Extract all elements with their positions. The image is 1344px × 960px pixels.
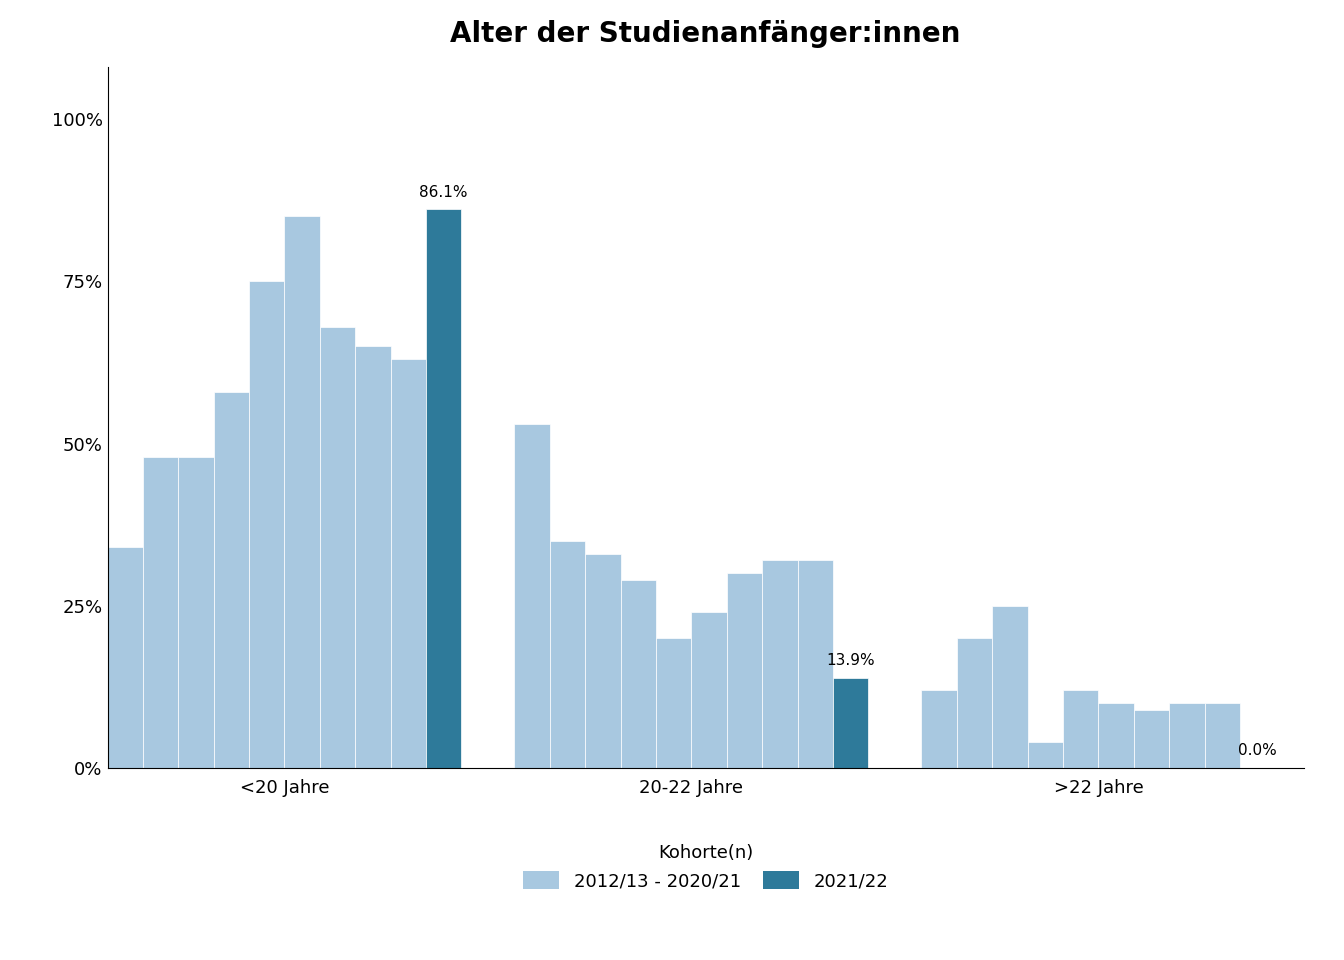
Title: Alter der Studienanfänger:innen: Alter der Studienanfänger:innen: [450, 20, 961, 48]
Bar: [249, 281, 285, 768]
Bar: [355, 347, 391, 768]
Bar: [957, 638, 992, 768]
Bar: [1169, 703, 1204, 768]
Text: 0.0%: 0.0%: [1238, 743, 1277, 758]
Text: 86.1%: 86.1%: [419, 184, 468, 200]
Bar: [391, 359, 426, 768]
Bar: [585, 554, 621, 768]
Bar: [922, 690, 957, 768]
Bar: [1063, 690, 1098, 768]
Bar: [1134, 709, 1169, 768]
Bar: [285, 216, 320, 768]
Bar: [1028, 742, 1063, 768]
Bar: [727, 573, 762, 768]
Bar: [797, 561, 833, 768]
Bar: [320, 326, 355, 768]
Bar: [1098, 703, 1134, 768]
Legend: 2012/13 - 2020/21, 2021/22: 2012/13 - 2020/21, 2021/22: [515, 834, 896, 900]
Bar: [833, 678, 868, 768]
Text: 13.9%: 13.9%: [827, 653, 875, 668]
Bar: [621, 580, 656, 768]
Bar: [762, 561, 797, 768]
Bar: [1204, 703, 1241, 768]
Bar: [691, 612, 727, 768]
Bar: [214, 392, 249, 768]
Bar: [142, 457, 179, 768]
Bar: [515, 424, 550, 768]
Bar: [656, 638, 691, 768]
Bar: [179, 457, 214, 768]
Bar: [992, 606, 1028, 768]
Bar: [108, 547, 142, 768]
Bar: [426, 209, 461, 768]
Bar: [550, 540, 585, 768]
